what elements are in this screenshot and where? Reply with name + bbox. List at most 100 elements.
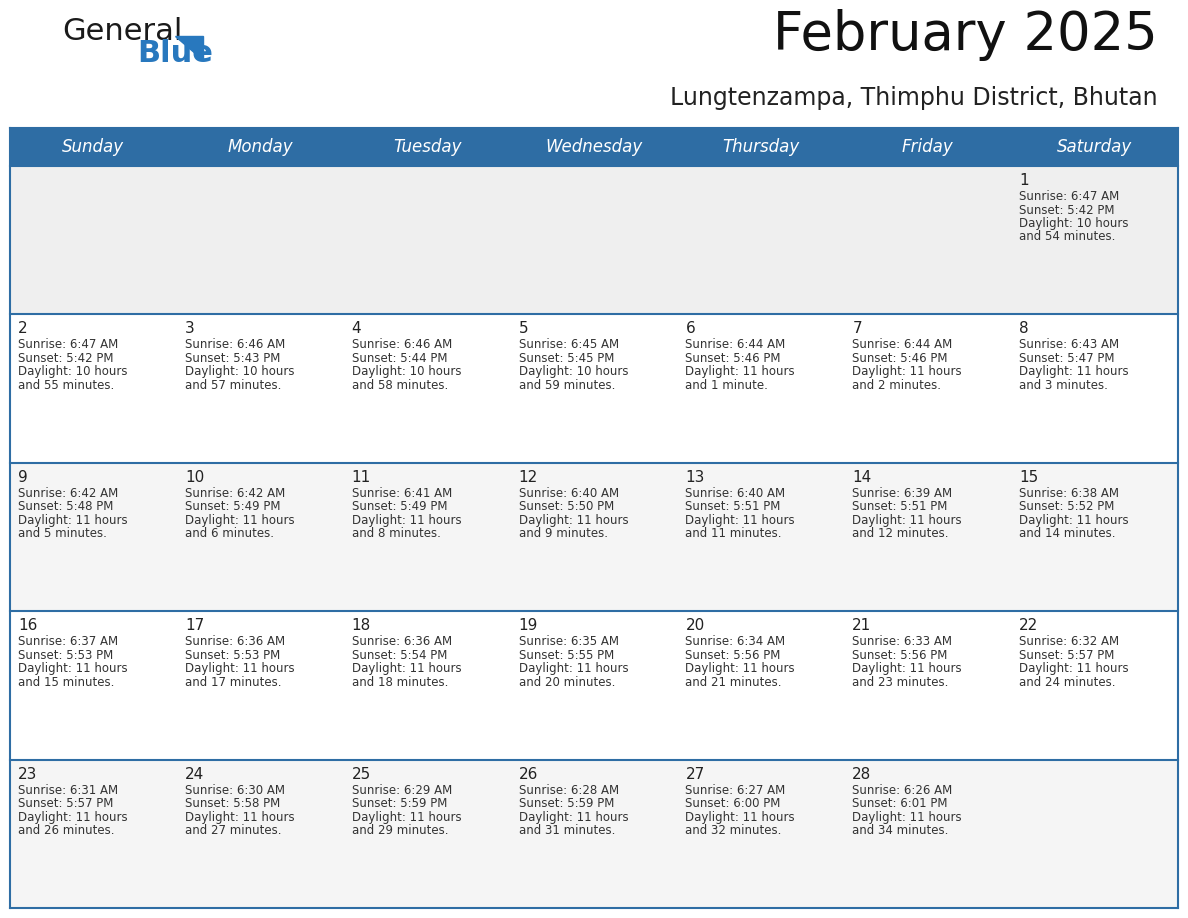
Text: and 29 minutes.: and 29 minutes. xyxy=(352,824,448,837)
Text: Daylight: 10 hours: Daylight: 10 hours xyxy=(1019,217,1129,230)
Bar xyxy=(10,759,1178,908)
Text: Daylight: 11 hours: Daylight: 11 hours xyxy=(1019,514,1129,527)
Text: and 2 minutes.: and 2 minutes. xyxy=(852,379,941,392)
Text: Daylight: 11 hours: Daylight: 11 hours xyxy=(18,662,127,676)
Text: Sunset: 5:51 PM: Sunset: 5:51 PM xyxy=(852,500,948,513)
Text: Sunrise: 6:36 AM: Sunrise: 6:36 AM xyxy=(185,635,285,648)
Bar xyxy=(10,166,1178,314)
Text: Sunrise: 6:35 AM: Sunrise: 6:35 AM xyxy=(519,635,619,648)
Text: Wednesday: Wednesday xyxy=(545,138,643,156)
Text: 19: 19 xyxy=(519,618,538,633)
Text: Saturday: Saturday xyxy=(1057,138,1132,156)
Text: 4: 4 xyxy=(352,321,361,336)
Text: Daylight: 10 hours: Daylight: 10 hours xyxy=(519,365,628,378)
Text: 1: 1 xyxy=(1019,173,1029,188)
Text: Sunset: 5:57 PM: Sunset: 5:57 PM xyxy=(1019,649,1114,662)
Text: 7: 7 xyxy=(852,321,862,336)
Text: and 57 minutes.: and 57 minutes. xyxy=(185,379,282,392)
Text: Daylight: 11 hours: Daylight: 11 hours xyxy=(1019,662,1129,676)
Text: Sunset: 5:43 PM: Sunset: 5:43 PM xyxy=(185,352,280,364)
Text: and 32 minutes.: and 32 minutes. xyxy=(685,824,782,837)
Text: February 2025: February 2025 xyxy=(773,9,1158,61)
Text: 24: 24 xyxy=(185,767,204,781)
Text: and 1 minute.: and 1 minute. xyxy=(685,379,769,392)
Text: and 31 minutes.: and 31 minutes. xyxy=(519,824,615,837)
Text: Sunrise: 6:45 AM: Sunrise: 6:45 AM xyxy=(519,339,619,352)
Text: Daylight: 11 hours: Daylight: 11 hours xyxy=(352,662,461,676)
Text: and 15 minutes.: and 15 minutes. xyxy=(18,676,114,688)
Text: Friday: Friday xyxy=(902,138,954,156)
Text: and 27 minutes.: and 27 minutes. xyxy=(185,824,282,837)
Text: Sunset: 5:49 PM: Sunset: 5:49 PM xyxy=(352,500,447,513)
Text: Daylight: 11 hours: Daylight: 11 hours xyxy=(685,662,795,676)
Text: Sunset: 5:51 PM: Sunset: 5:51 PM xyxy=(685,500,781,513)
Text: Sunrise: 6:28 AM: Sunrise: 6:28 AM xyxy=(519,784,619,797)
Text: Daylight: 11 hours: Daylight: 11 hours xyxy=(685,811,795,823)
Text: Sunrise: 6:42 AM: Sunrise: 6:42 AM xyxy=(18,487,119,499)
Text: Sunset: 5:54 PM: Sunset: 5:54 PM xyxy=(352,649,447,662)
Text: Sunset: 5:48 PM: Sunset: 5:48 PM xyxy=(18,500,113,513)
Text: Sunrise: 6:41 AM: Sunrise: 6:41 AM xyxy=(352,487,451,499)
Text: Sunrise: 6:40 AM: Sunrise: 6:40 AM xyxy=(519,487,619,499)
Text: and 18 minutes.: and 18 minutes. xyxy=(352,676,448,688)
Text: 21: 21 xyxy=(852,618,872,633)
Text: 20: 20 xyxy=(685,618,704,633)
Text: 6: 6 xyxy=(685,321,695,336)
Text: 23: 23 xyxy=(18,767,37,781)
Text: Sunrise: 6:47 AM: Sunrise: 6:47 AM xyxy=(1019,190,1119,203)
Text: and 58 minutes.: and 58 minutes. xyxy=(352,379,448,392)
Text: and 14 minutes.: and 14 minutes. xyxy=(1019,527,1116,541)
Text: Sunset: 5:59 PM: Sunset: 5:59 PM xyxy=(352,797,447,810)
Text: Sunrise: 6:46 AM: Sunrise: 6:46 AM xyxy=(352,339,451,352)
Text: Daylight: 10 hours: Daylight: 10 hours xyxy=(185,365,295,378)
Text: and 59 minutes.: and 59 minutes. xyxy=(519,379,615,392)
Text: and 9 minutes.: and 9 minutes. xyxy=(519,527,607,541)
Text: 11: 11 xyxy=(352,470,371,485)
Text: 13: 13 xyxy=(685,470,704,485)
Text: Sunrise: 6:37 AM: Sunrise: 6:37 AM xyxy=(18,635,118,648)
Text: Sunrise: 6:38 AM: Sunrise: 6:38 AM xyxy=(1019,487,1119,499)
Text: Sunset: 5:56 PM: Sunset: 5:56 PM xyxy=(685,649,781,662)
Text: and 23 minutes.: and 23 minutes. xyxy=(852,676,949,688)
Text: Sunrise: 6:46 AM: Sunrise: 6:46 AM xyxy=(185,339,285,352)
Text: Sunrise: 6:27 AM: Sunrise: 6:27 AM xyxy=(685,784,785,797)
Text: and 34 minutes.: and 34 minutes. xyxy=(852,824,949,837)
Text: and 5 minutes.: and 5 minutes. xyxy=(18,527,107,541)
Bar xyxy=(10,463,1178,611)
Text: 8: 8 xyxy=(1019,321,1029,336)
Text: Sunset: 5:52 PM: Sunset: 5:52 PM xyxy=(1019,500,1114,513)
Text: Sunset: 5:47 PM: Sunset: 5:47 PM xyxy=(1019,352,1114,364)
Text: Sunrise: 6:36 AM: Sunrise: 6:36 AM xyxy=(352,635,451,648)
Text: and 55 minutes.: and 55 minutes. xyxy=(18,379,114,392)
Text: and 11 minutes.: and 11 minutes. xyxy=(685,527,782,541)
Text: Daylight: 11 hours: Daylight: 11 hours xyxy=(685,514,795,527)
Text: 3: 3 xyxy=(185,321,195,336)
Text: 28: 28 xyxy=(852,767,872,781)
Text: Sunrise: 6:42 AM: Sunrise: 6:42 AM xyxy=(185,487,285,499)
Text: Daylight: 11 hours: Daylight: 11 hours xyxy=(852,811,962,823)
Text: Sunrise: 6:32 AM: Sunrise: 6:32 AM xyxy=(1019,635,1119,648)
Text: Sunrise: 6:43 AM: Sunrise: 6:43 AM xyxy=(1019,339,1119,352)
Bar xyxy=(10,128,1178,166)
Text: Sunset: 5:50 PM: Sunset: 5:50 PM xyxy=(519,500,614,513)
Text: 2: 2 xyxy=(18,321,27,336)
Text: Daylight: 11 hours: Daylight: 11 hours xyxy=(18,811,127,823)
Text: Sunset: 5:49 PM: Sunset: 5:49 PM xyxy=(185,500,280,513)
Text: 18: 18 xyxy=(352,618,371,633)
Text: Daylight: 11 hours: Daylight: 11 hours xyxy=(519,662,628,676)
Text: Daylight: 11 hours: Daylight: 11 hours xyxy=(1019,365,1129,378)
Text: Sunset: 5:53 PM: Sunset: 5:53 PM xyxy=(18,649,113,662)
Bar xyxy=(10,314,1178,463)
Text: Thursday: Thursday xyxy=(722,138,800,156)
Text: and 17 minutes.: and 17 minutes. xyxy=(185,676,282,688)
Text: Daylight: 10 hours: Daylight: 10 hours xyxy=(18,365,127,378)
Text: Sunrise: 6:33 AM: Sunrise: 6:33 AM xyxy=(852,635,953,648)
Text: 15: 15 xyxy=(1019,470,1038,485)
Text: Sunset: 6:00 PM: Sunset: 6:00 PM xyxy=(685,797,781,810)
Text: Sunset: 5:45 PM: Sunset: 5:45 PM xyxy=(519,352,614,364)
Text: and 6 minutes.: and 6 minutes. xyxy=(185,527,274,541)
Text: Daylight: 11 hours: Daylight: 11 hours xyxy=(519,811,628,823)
Text: Sunrise: 6:34 AM: Sunrise: 6:34 AM xyxy=(685,635,785,648)
Text: Sunset: 5:46 PM: Sunset: 5:46 PM xyxy=(685,352,781,364)
Polygon shape xyxy=(175,36,203,60)
